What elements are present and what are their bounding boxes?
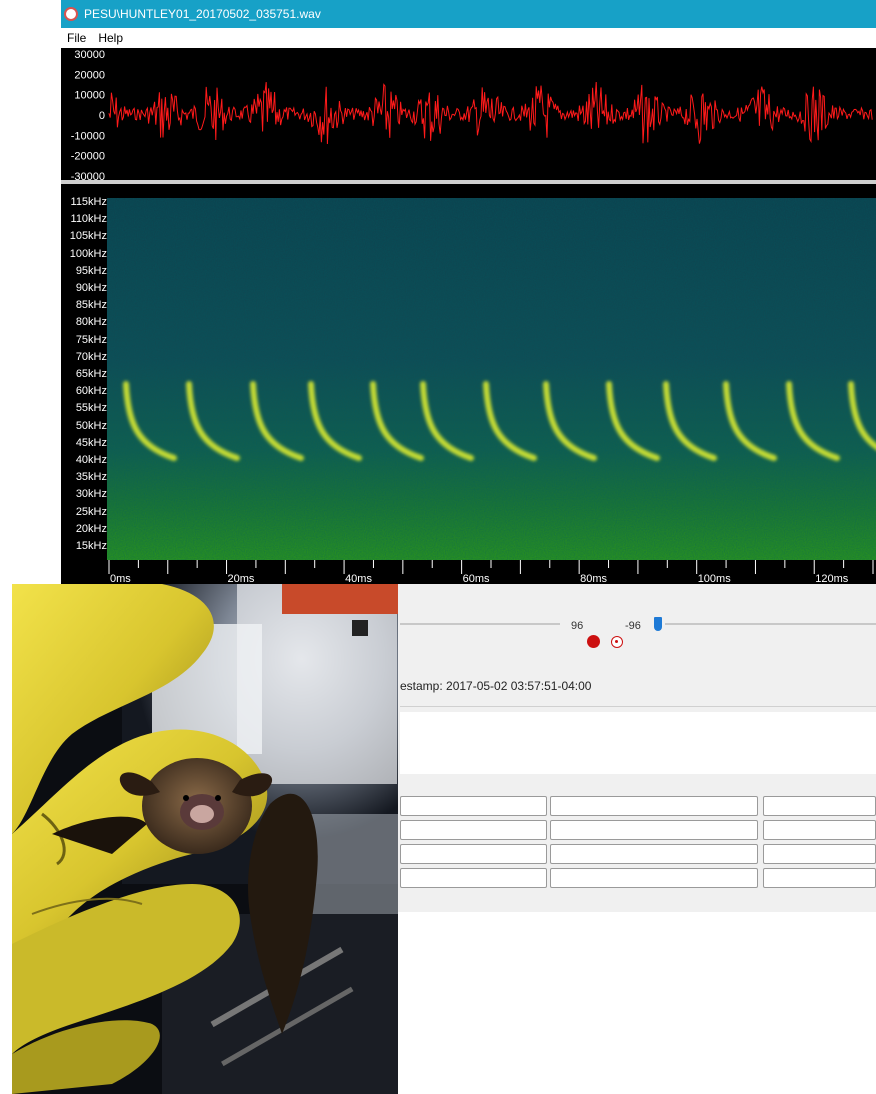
table-cell[interactable] <box>400 868 547 888</box>
table-cell[interactable] <box>763 820 876 840</box>
menu-file[interactable]: File <box>67 31 87 45</box>
frequency-label: 85kHz <box>75 299 107 312</box>
waveform-y-tick: -20000 <box>71 151 105 163</box>
app-icon <box>64 7 78 21</box>
bat-call <box>663 381 717 461</box>
frequency-label: 105kHz <box>69 230 107 243</box>
bat-call <box>186 381 240 461</box>
waveform-y-tick: -30000 <box>71 171 105 180</box>
gain-max-label: 96 <box>571 620 584 632</box>
table-cell[interactable] <box>763 844 876 864</box>
bat-call <box>606 381 660 461</box>
frequency-label: 90kHz <box>75 282 107 294</box>
frequency-label: 65kHz <box>75 368 107 380</box>
time-label: 20ms <box>228 573 255 584</box>
frequency-label: 95kHz <box>75 264 107 277</box>
table-cell[interactable] <box>400 796 547 816</box>
title-bar: PESU\HUNTLEY01_20170502_035751.wav <box>61 0 876 28</box>
volume-slider-handle[interactable] <box>654 617 662 631</box>
record-target-button[interactable] <box>611 636 623 648</box>
notes-area[interactable] <box>400 712 876 774</box>
time-axis: 0ms 20ms 40ms 60ms 80ms 100ms 120ms <box>108 560 874 585</box>
table-cell[interactable] <box>550 868 758 888</box>
spectrogram-plot: 0ms 20ms 40ms 60ms 80ms 100ms 120ms <box>107 198 876 585</box>
frequency-label: 40kHz <box>75 454 107 466</box>
frequency-label: 110kHz <box>70 213 107 226</box>
frequency-label: 100kHz <box>69 247 107 260</box>
time-label: 0ms <box>110 573 131 584</box>
bat-call <box>483 381 537 461</box>
frequency-label: 50kHz <box>75 419 107 432</box>
frequency-label: 60kHz <box>75 385 107 398</box>
table-cell[interactable] <box>763 796 876 816</box>
bat-call <box>723 381 777 461</box>
bat-call <box>123 381 177 461</box>
waveform-y-tick: 20000 <box>74 69 105 81</box>
bat-call <box>250 381 304 461</box>
time-label: 120ms <box>815 573 849 584</box>
table-cell[interactable] <box>550 820 758 840</box>
table-cell[interactable] <box>400 820 547 840</box>
spectrogram-noise <box>107 198 876 560</box>
frequency-label: 75kHz <box>75 333 107 346</box>
spectrogram-panel[interactable]: 0ms 20ms 40ms 60ms 80ms 100ms 120ms 115kHz 110k… <box>61 184 876 585</box>
waveform-y-tick: -10000 <box>71 130 105 142</box>
gain-slider-track[interactable] <box>400 623 560 625</box>
record-button[interactable] <box>587 635 600 648</box>
frequency-label: 15kHz <box>75 540 107 552</box>
table-cell[interactable] <box>550 844 758 864</box>
time-label: 60ms <box>463 573 490 584</box>
waveform-plot: 30000 20000 10000 0 -10000 -20000 -30000 <box>71 49 873 183</box>
frequency-label: 35kHz <box>75 471 107 484</box>
bat-photo <box>12 584 398 1094</box>
waveform-y-tick: 10000 <box>74 90 105 102</box>
app-window: PESU\HUNTLEY01_20170502_035751.wav File … <box>61 0 876 912</box>
bat-call <box>786 381 840 461</box>
bat-call <box>370 381 424 461</box>
waveform-trace <box>108 81 873 145</box>
frequency-label: 20kHz <box>75 522 107 535</box>
bat-call <box>420 381 474 461</box>
table-cell[interactable] <box>400 844 547 864</box>
waveform-y-tick: 30000 <box>74 49 105 61</box>
time-label: 40ms <box>345 573 372 584</box>
frequency-label: 80kHz <box>75 316 107 329</box>
bat-call <box>308 381 362 461</box>
frequency-label: 45kHz <box>75 436 107 449</box>
window-title: PESU\HUNTLEY01_20170502_035751.wav <box>84 7 321 21</box>
metadata-table <box>400 782 876 912</box>
frequency-label: 70kHz <box>75 350 107 363</box>
frequency-label: 25kHz <box>75 505 107 518</box>
frequency-label: 55kHz <box>75 402 107 415</box>
bat-calls <box>123 381 876 461</box>
menu-help[interactable]: Help <box>98 31 124 45</box>
table-cell[interactable] <box>763 868 876 888</box>
time-label: 100ms <box>698 573 732 584</box>
bat-call <box>848 381 876 451</box>
bat-call <box>543 381 597 461</box>
time-label: 80ms <box>580 573 607 584</box>
frequency-label: 30kHz <box>75 488 107 501</box>
menu-bar: File Help <box>61 28 876 48</box>
waveform-panel[interactable]: 30000 20000 10000 0 -10000 -20000 -30000 <box>61 48 876 183</box>
gain-min-label: -96 <box>625 620 641 632</box>
separator <box>400 706 876 707</box>
bat-in-gloved-hand-photo <box>12 584 398 1094</box>
waveform-y-tick: 0 <box>99 110 105 122</box>
volume-slider-track[interactable] <box>665 623 876 625</box>
table-cell[interactable] <box>550 796 758 816</box>
frequency-label: 115kHz <box>70 196 107 208</box>
timestamp-label: estamp: 2017-05-02 03:57:51-04:00 <box>400 679 592 693</box>
panel-divider[interactable] <box>61 180 876 184</box>
